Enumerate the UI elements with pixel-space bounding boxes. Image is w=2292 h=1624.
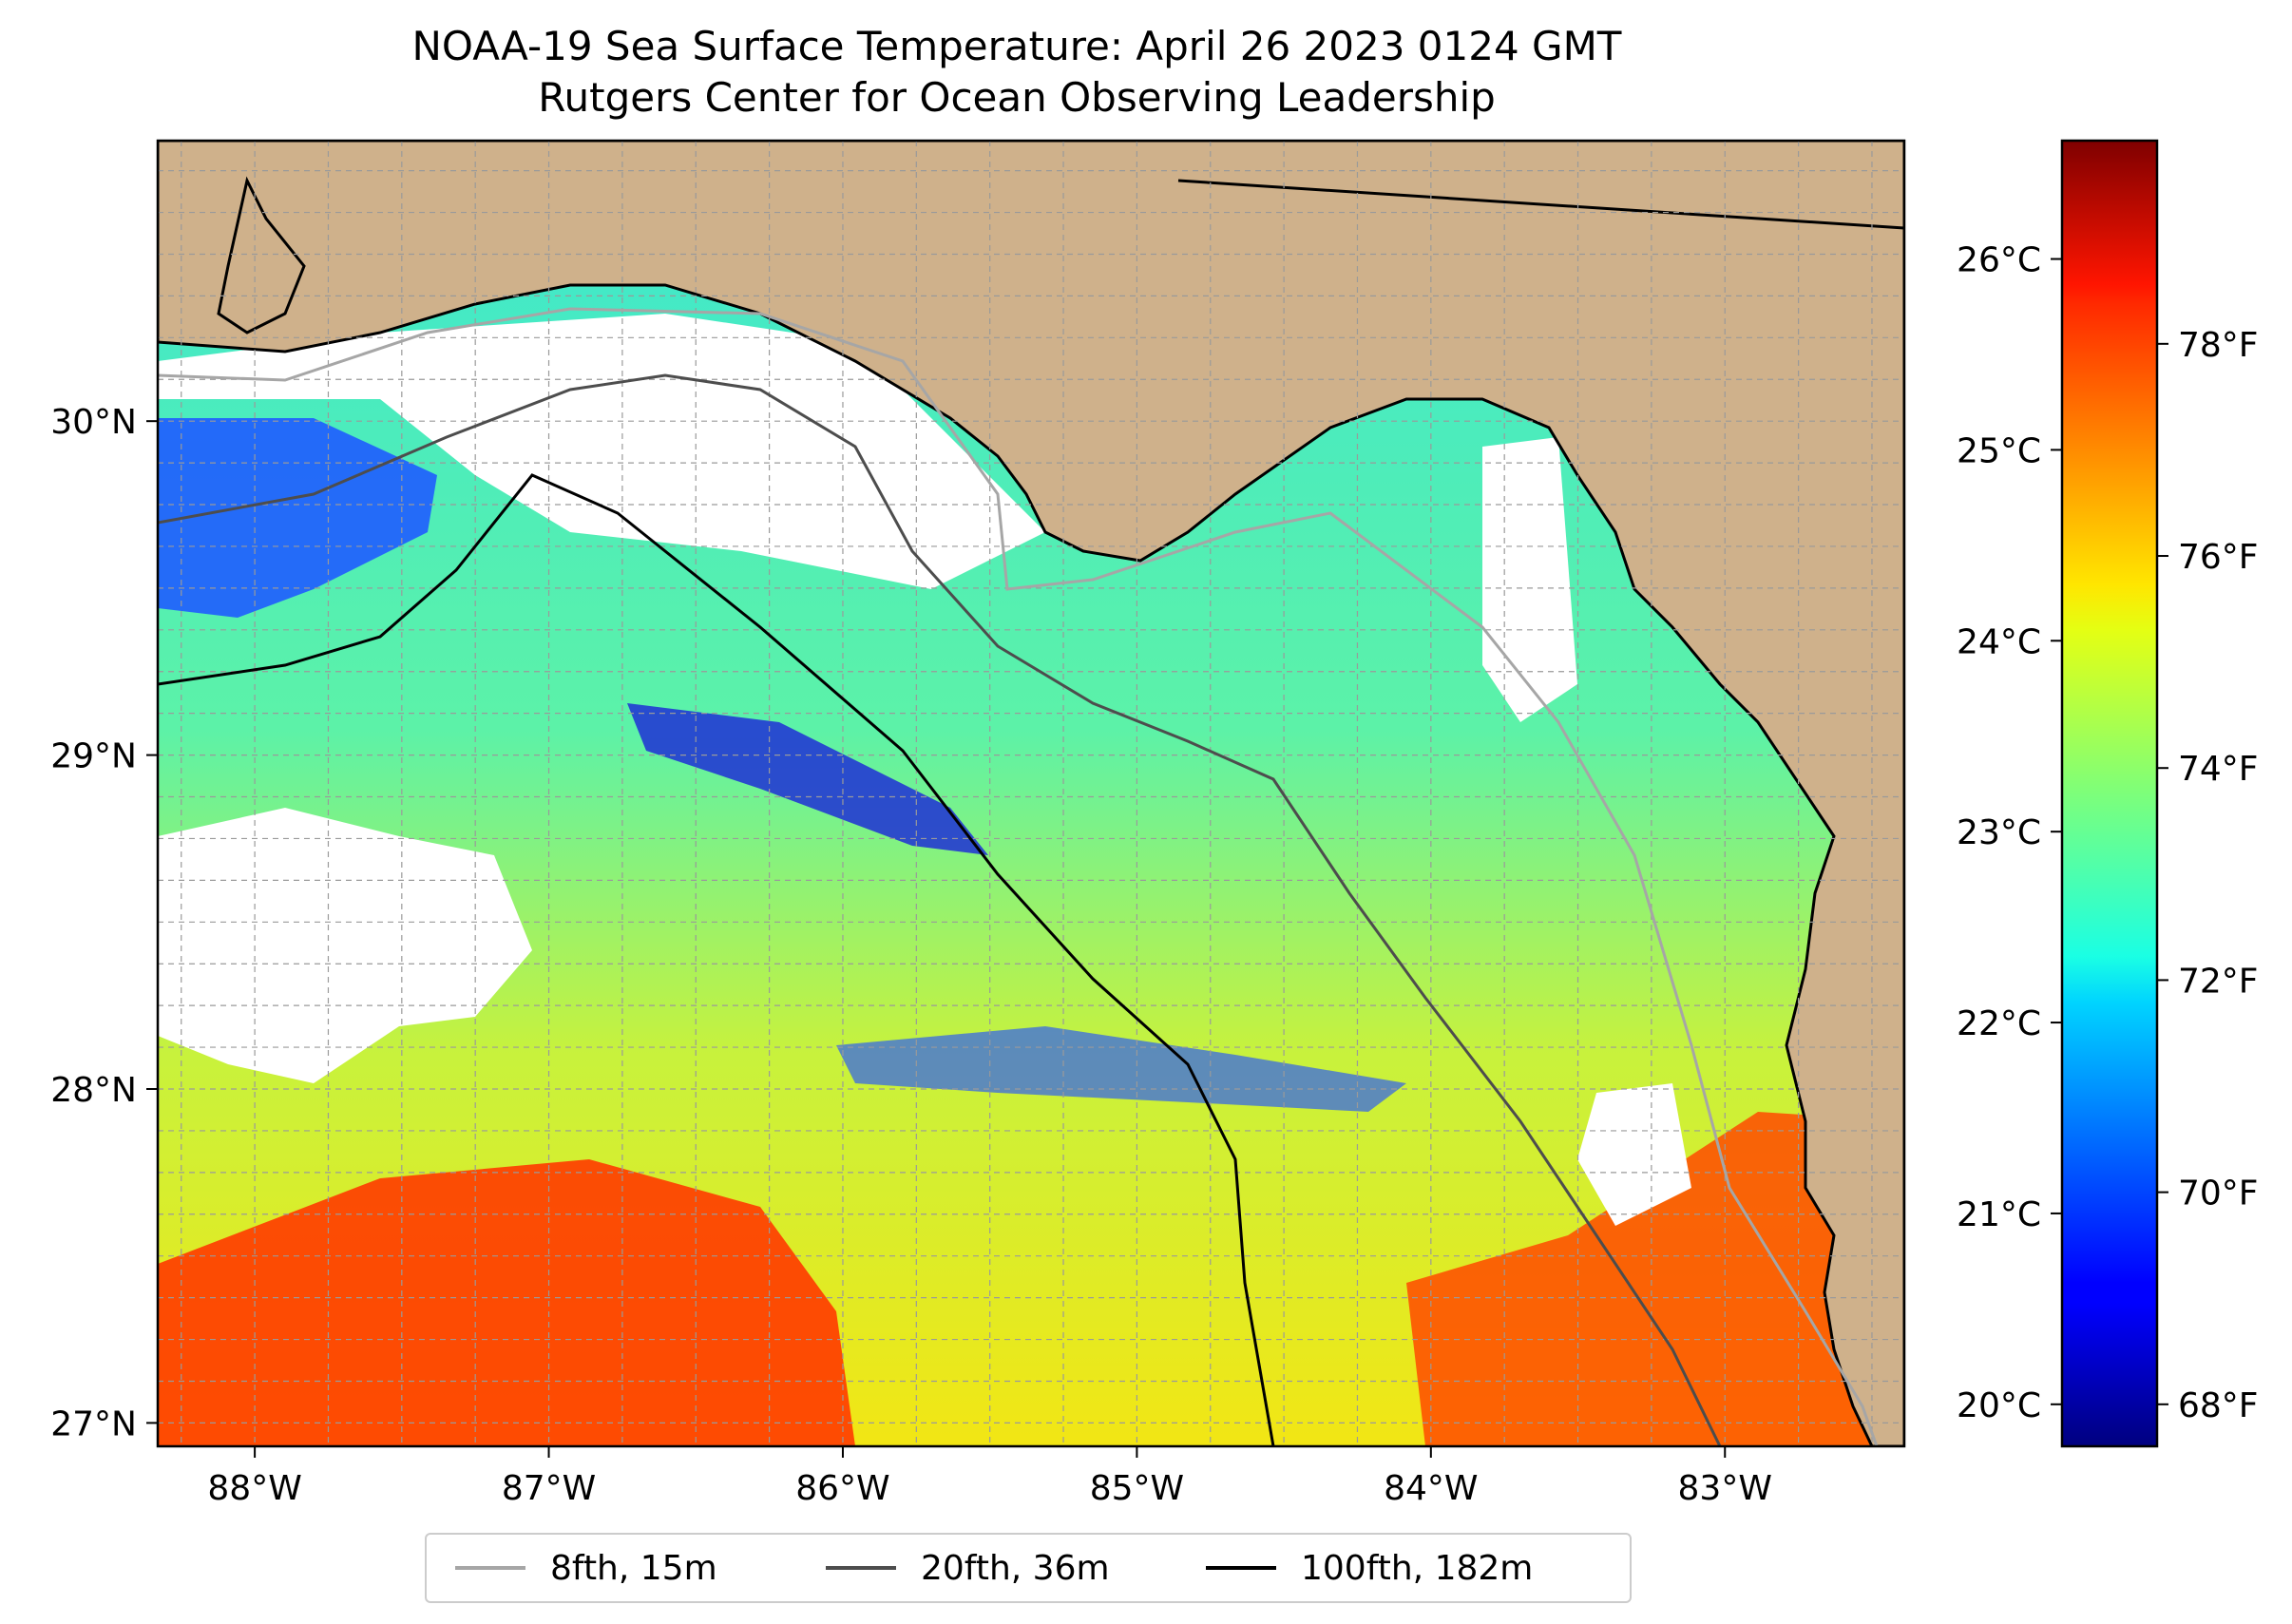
celsius-tick-label: 26°C <box>1957 241 2041 280</box>
fahrenheit-tick-label: 78°F <box>2178 326 2259 365</box>
state-border-line <box>1177 179 1904 230</box>
legend-swatch-100fth <box>1206 1566 1276 1570</box>
colorbar-gradient <box>2060 139 2159 1448</box>
fahrenheit-tick-label: 74°F <box>2178 750 2259 789</box>
fahrenheit-tick-label: 70°F <box>2178 1175 2259 1213</box>
map-area <box>158 141 1904 1446</box>
celsius-tick-label: 24°C <box>1957 622 2041 661</box>
legend-swatch-8fth <box>455 1566 525 1570</box>
celsius-tick-label: 21°C <box>1957 1195 2041 1234</box>
legend-item-100fth: 100fth, 182m <box>1206 1535 1533 1601</box>
cloud-cover-east <box>1482 437 1577 722</box>
legend-label-8fth: 8fth, 15m <box>550 1548 717 1588</box>
longitude-axis: 88°W 87°W 86°W 85°W 84°W 83°W <box>207 1446 1772 1508</box>
cold-water-band <box>627 703 988 855</box>
cloud-cover-north <box>158 314 1045 589</box>
cold-water-west <box>158 418 437 618</box>
chart-title: NOAA-19 Sea Surface Temperature: April 2… <box>0 21 2034 124</box>
fahrenheit-tick-label: 68°F <box>2178 1386 2259 1425</box>
cloud-cover-west <box>158 808 532 1083</box>
cloud-cover-southeast <box>1577 1083 1691 1226</box>
title-line-1: NOAA-19 Sea Surface Temperature: April 2… <box>411 23 1622 69</box>
warm-water-south <box>1406 1112 1904 1446</box>
fahrenheit-tick-label: 76°F <box>2178 538 2259 577</box>
x-tick-label: 86°W <box>795 1469 889 1508</box>
celsius-tick-label: 23°C <box>1957 813 2041 852</box>
warm-water-southwest <box>158 1159 855 1446</box>
x-tick-label: 84°W <box>1384 1469 1478 1508</box>
x-tick-label: 88°W <box>207 1469 301 1508</box>
colorbar: 20°C 21°C 22°C 23°C 24°C 25°C 26°C 68°F 70°F 72°… <box>1957 139 2259 1448</box>
celsius-axis: 20°C 21°C 22°C 23°C 24°C 25°C 26°C <box>1957 241 2062 1425</box>
isobath-8fth <box>158 307 1879 1446</box>
isobath-legend: 8fth, 15m 20fth, 36m 100fth, 182m <box>425 1533 1632 1603</box>
fahrenheit-tick-label: 72°F <box>2178 962 2259 1001</box>
title-line-2: Rutgers Center for Ocean Observing Leade… <box>538 74 1496 121</box>
isobath-20fth <box>158 373 1722 1446</box>
legend-swatch-20fth <box>826 1566 896 1570</box>
land-florida-alabama <box>158 141 1904 1446</box>
celsius-tick-label: 20°C <box>1957 1386 2041 1425</box>
legend-label-100fth: 100fth, 182m <box>1301 1548 1534 1588</box>
celsius-tick-label: 22°C <box>1957 1004 2041 1043</box>
legend-item-20fth: 20fth, 36m <box>826 1535 1110 1601</box>
legend-label-20fth: 20fth, 36m <box>921 1548 1110 1588</box>
gridlines <box>158 141 1904 1446</box>
isobath-100fth <box>158 473 1275 1446</box>
fahrenheit-axis: 68°F 70°F 72°F 74°F 76°F 78°F <box>2157 326 2259 1425</box>
x-tick-label: 83°W <box>1678 1469 1772 1508</box>
y-tick-label: 27°N <box>50 1404 137 1443</box>
land-mobile-bay <box>217 176 306 334</box>
y-tick-label: 28°N <box>50 1071 137 1110</box>
legend-item-8fth: 8fth, 15m <box>455 1535 717 1601</box>
latitude-axis: 30°N 29°N 28°N 27°N <box>50 403 158 1443</box>
y-tick-label: 30°N <box>50 403 137 442</box>
celsius-tick-label: 25°C <box>1957 431 2041 470</box>
x-tick-label: 85°W <box>1090 1469 1184 1508</box>
y-tick-label: 29°N <box>50 737 137 776</box>
x-tick-label: 87°W <box>502 1469 596 1508</box>
map-frame <box>156 139 1906 1448</box>
